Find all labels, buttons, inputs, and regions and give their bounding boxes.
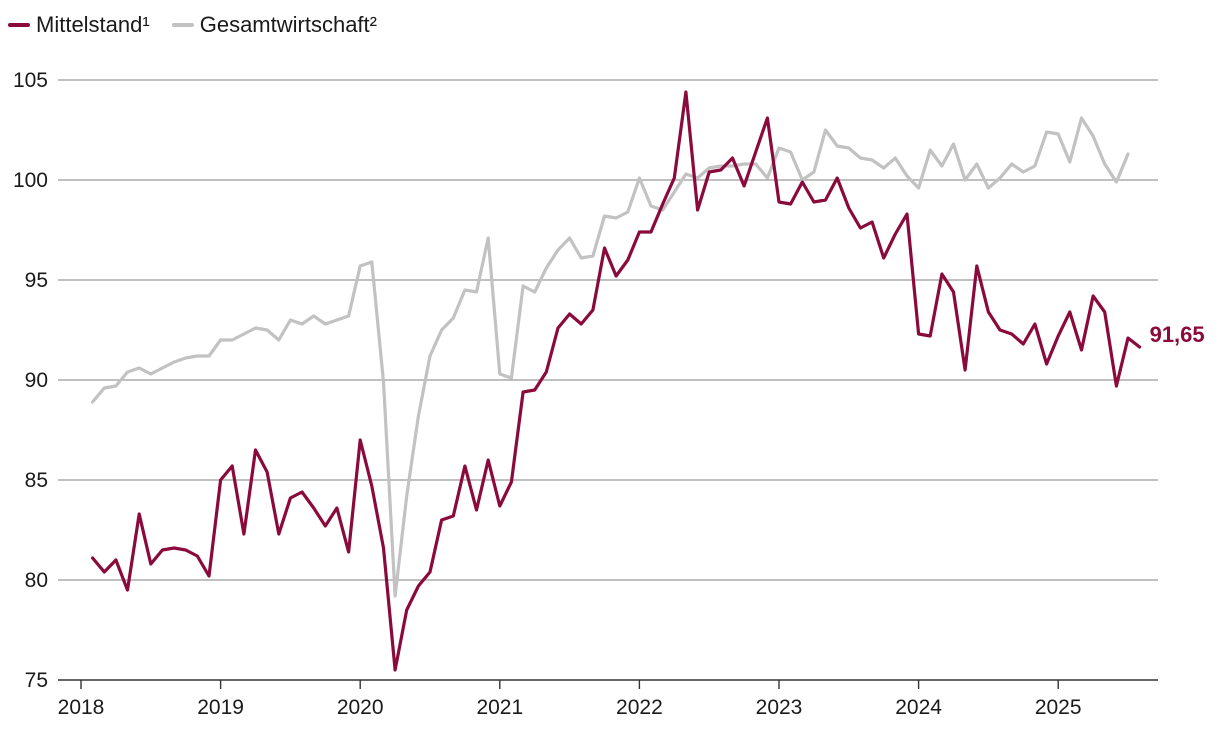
end-labels: 91,65 bbox=[1150, 322, 1205, 347]
x-tick-label-2021: 2021 bbox=[476, 696, 523, 719]
legend: Mittelstand¹ Gesamtwirtschaft² bbox=[8, 8, 399, 42]
legend-swatch-gesamtwirtschaft bbox=[171, 23, 194, 27]
x-tick-label-2020: 2020 bbox=[337, 696, 384, 719]
y-tick-label-80: 80 bbox=[25, 569, 48, 592]
series-line-mittelstand bbox=[91, 90, 1142, 672]
x-tick-label-2022: 2022 bbox=[616, 696, 663, 719]
x-tick-label-2018: 2018 bbox=[58, 696, 105, 719]
y-tick-label-90: 90 bbox=[25, 369, 48, 392]
x-tick-label-2024: 2024 bbox=[895, 696, 942, 719]
series-line-gesamtwirtschaft bbox=[91, 116, 1130, 598]
y-tick-label-100: 100 bbox=[13, 169, 48, 192]
x-tick-label-2025: 2025 bbox=[1035, 696, 1082, 719]
y-tick-label-95: 95 bbox=[25, 269, 48, 292]
x-axis: 2018 2019 2020 2021 2022 2023 2024 2025 bbox=[58, 680, 1082, 719]
x-tick-label-2019: 2019 bbox=[197, 696, 244, 719]
legend-item-gesamtwirtschaft: Gesamtwirtschaft² bbox=[171, 12, 377, 38]
y-tick-label-75: 75 bbox=[25, 669, 48, 692]
end-value-label: 91,65 bbox=[1150, 322, 1205, 347]
x-tick-label-2023: 2023 bbox=[756, 696, 803, 719]
y-tick-label-85: 85 bbox=[25, 469, 48, 492]
legend-swatch-mittelstand bbox=[8, 23, 30, 27]
legend-label-mittelstand: Mittelstand¹ bbox=[36, 12, 150, 37]
y-tick-label-105: 105 bbox=[13, 69, 48, 92]
legend-item-mittelstand: Mittelstand¹ bbox=[8, 12, 150, 38]
series-lines bbox=[91, 90, 1142, 672]
legend-label-gesamtwirtschaft: Gesamtwirtschaft² bbox=[199, 12, 377, 37]
y-axis-ticks: 75 80 85 90 95 100 105 bbox=[13, 69, 48, 692]
gridlines bbox=[58, 79, 1158, 681]
